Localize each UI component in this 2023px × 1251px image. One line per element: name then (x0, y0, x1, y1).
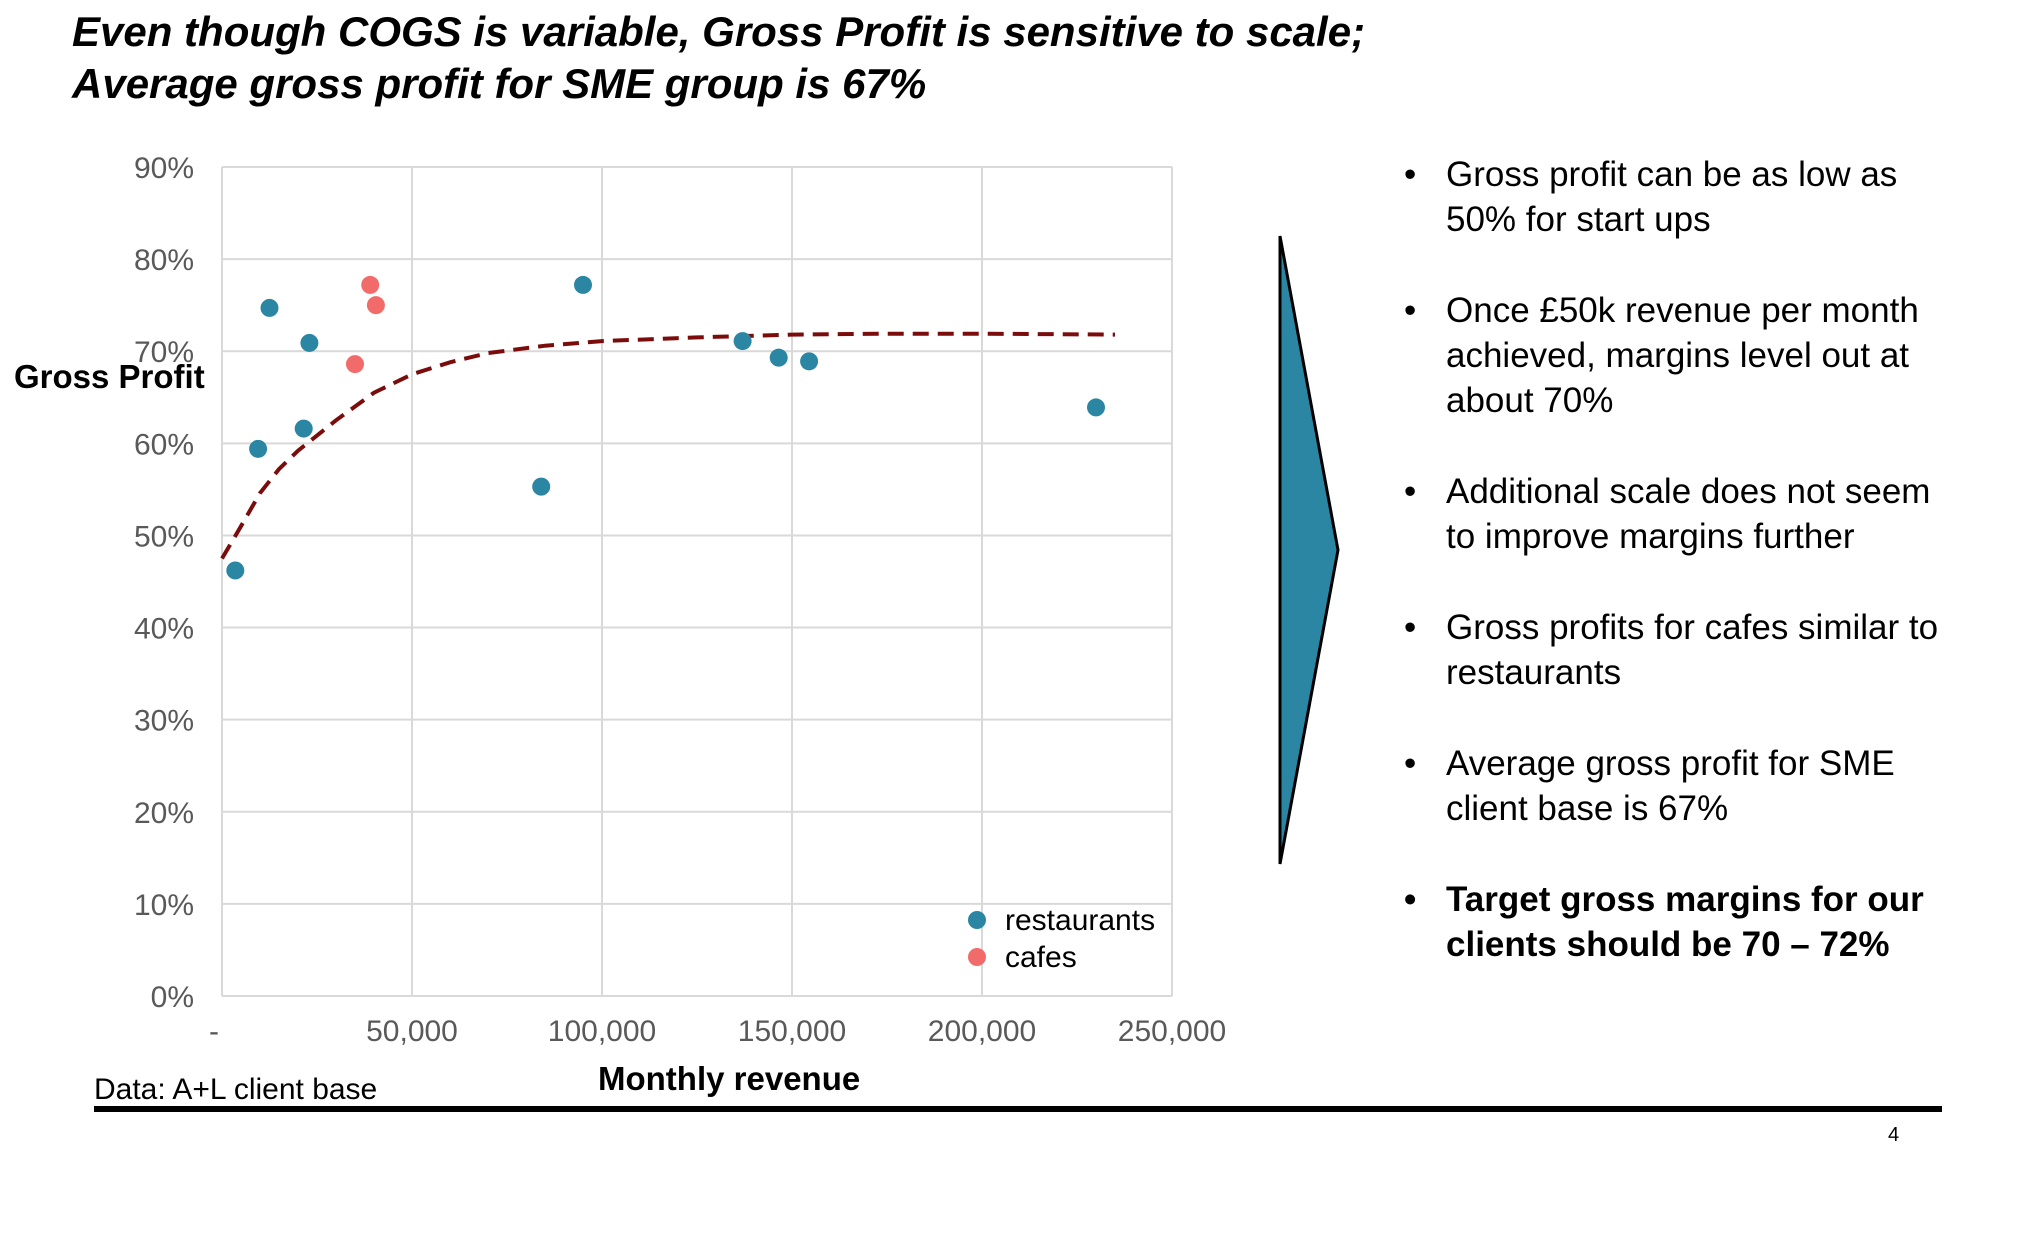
bullet-item-bold: Target gross margins for our clients sho… (1400, 877, 1960, 967)
x-tick-label: 200,000 (928, 1015, 1036, 1048)
footer-rule (94, 1106, 1942, 1112)
x-axis-title: Monthly revenue (598, 1060, 861, 1097)
x-tick-label: 150,000 (738, 1015, 846, 1048)
y-tick-label: 0% (151, 981, 194, 1014)
y-tick-label: 70% (134, 336, 194, 369)
restaurants-point (769, 348, 788, 367)
y-tick-label: 20% (134, 797, 194, 830)
y-tick-label: 80% (134, 244, 194, 277)
cafes-point (366, 296, 385, 315)
chevron-arrow-icon (1278, 235, 1340, 865)
trendline (220, 331, 1116, 560)
y-tick-label: 10% (134, 889, 194, 922)
bullet-item: Additional scale does not seem to improv… (1400, 469, 1960, 559)
page-number: 4 (1888, 1124, 1900, 1146)
x-tick-label: - (209, 1015, 219, 1048)
cafes-point (361, 275, 380, 294)
bullet-item: Once £50k revenue per month achieved, ma… (1400, 288, 1960, 423)
restaurants-point (733, 332, 752, 351)
restaurants-point (532, 477, 551, 496)
cafes-legend-marker (968, 948, 986, 966)
data-source-note: Data: A+L client base (94, 1073, 378, 1106)
restaurants-point (226, 561, 245, 580)
restaurants-point (249, 439, 268, 458)
restaurants-point (800, 352, 819, 371)
cafes-legend-label: cafes (1005, 941, 1077, 974)
bullet-item: Gross profit can be as low as 50% for st… (1400, 152, 1960, 242)
y-tick-label: 50% (134, 520, 194, 553)
x-tick-label: 100,000 (548, 1015, 656, 1048)
restaurants-point (574, 275, 592, 294)
y-tick-label: 30% (134, 705, 194, 738)
restaurants-legend-marker (968, 911, 986, 929)
slide-title: Even though COGS is variable, Gross Prof… (72, 6, 1972, 110)
y-tick-label: 40% (134, 613, 194, 646)
restaurants-point (1087, 398, 1105, 417)
y-tick-label: 60% (134, 428, 194, 461)
scatter-chart: 0% 10% 20% 30% 40% 50% 60% 70% 80% 90% - 50,000 100,… (134, 152, 1226, 1048)
key-takeaways-list: Gross profit can be as low as 50% for st… (1400, 152, 1960, 1013)
x-tick-label: 50,000 (366, 1015, 458, 1048)
title-line-1: Even though COGS is variable, Gross Prof… (72, 8, 1366, 55)
arrow-shape (1278, 235, 1340, 865)
cafes-point (346, 355, 364, 374)
y-axis-title: Gross Profit (14, 358, 205, 395)
bullet-item: Average gross profit for SME client base… (1400, 741, 1960, 831)
bullet-item: Gross profits for cafes similar to resta… (1400, 605, 1960, 695)
x-tick-label: 250,000 (1118, 1015, 1226, 1048)
restaurants-legend-label: restaurants (1005, 904, 1155, 937)
restaurants-point (260, 298, 279, 317)
y-tick-label: 90% (134, 152, 194, 185)
restaurants-point (294, 419, 313, 438)
restaurants-point (300, 333, 319, 352)
title-line-2: Average gross profit for SME group is 67… (72, 60, 927, 107)
